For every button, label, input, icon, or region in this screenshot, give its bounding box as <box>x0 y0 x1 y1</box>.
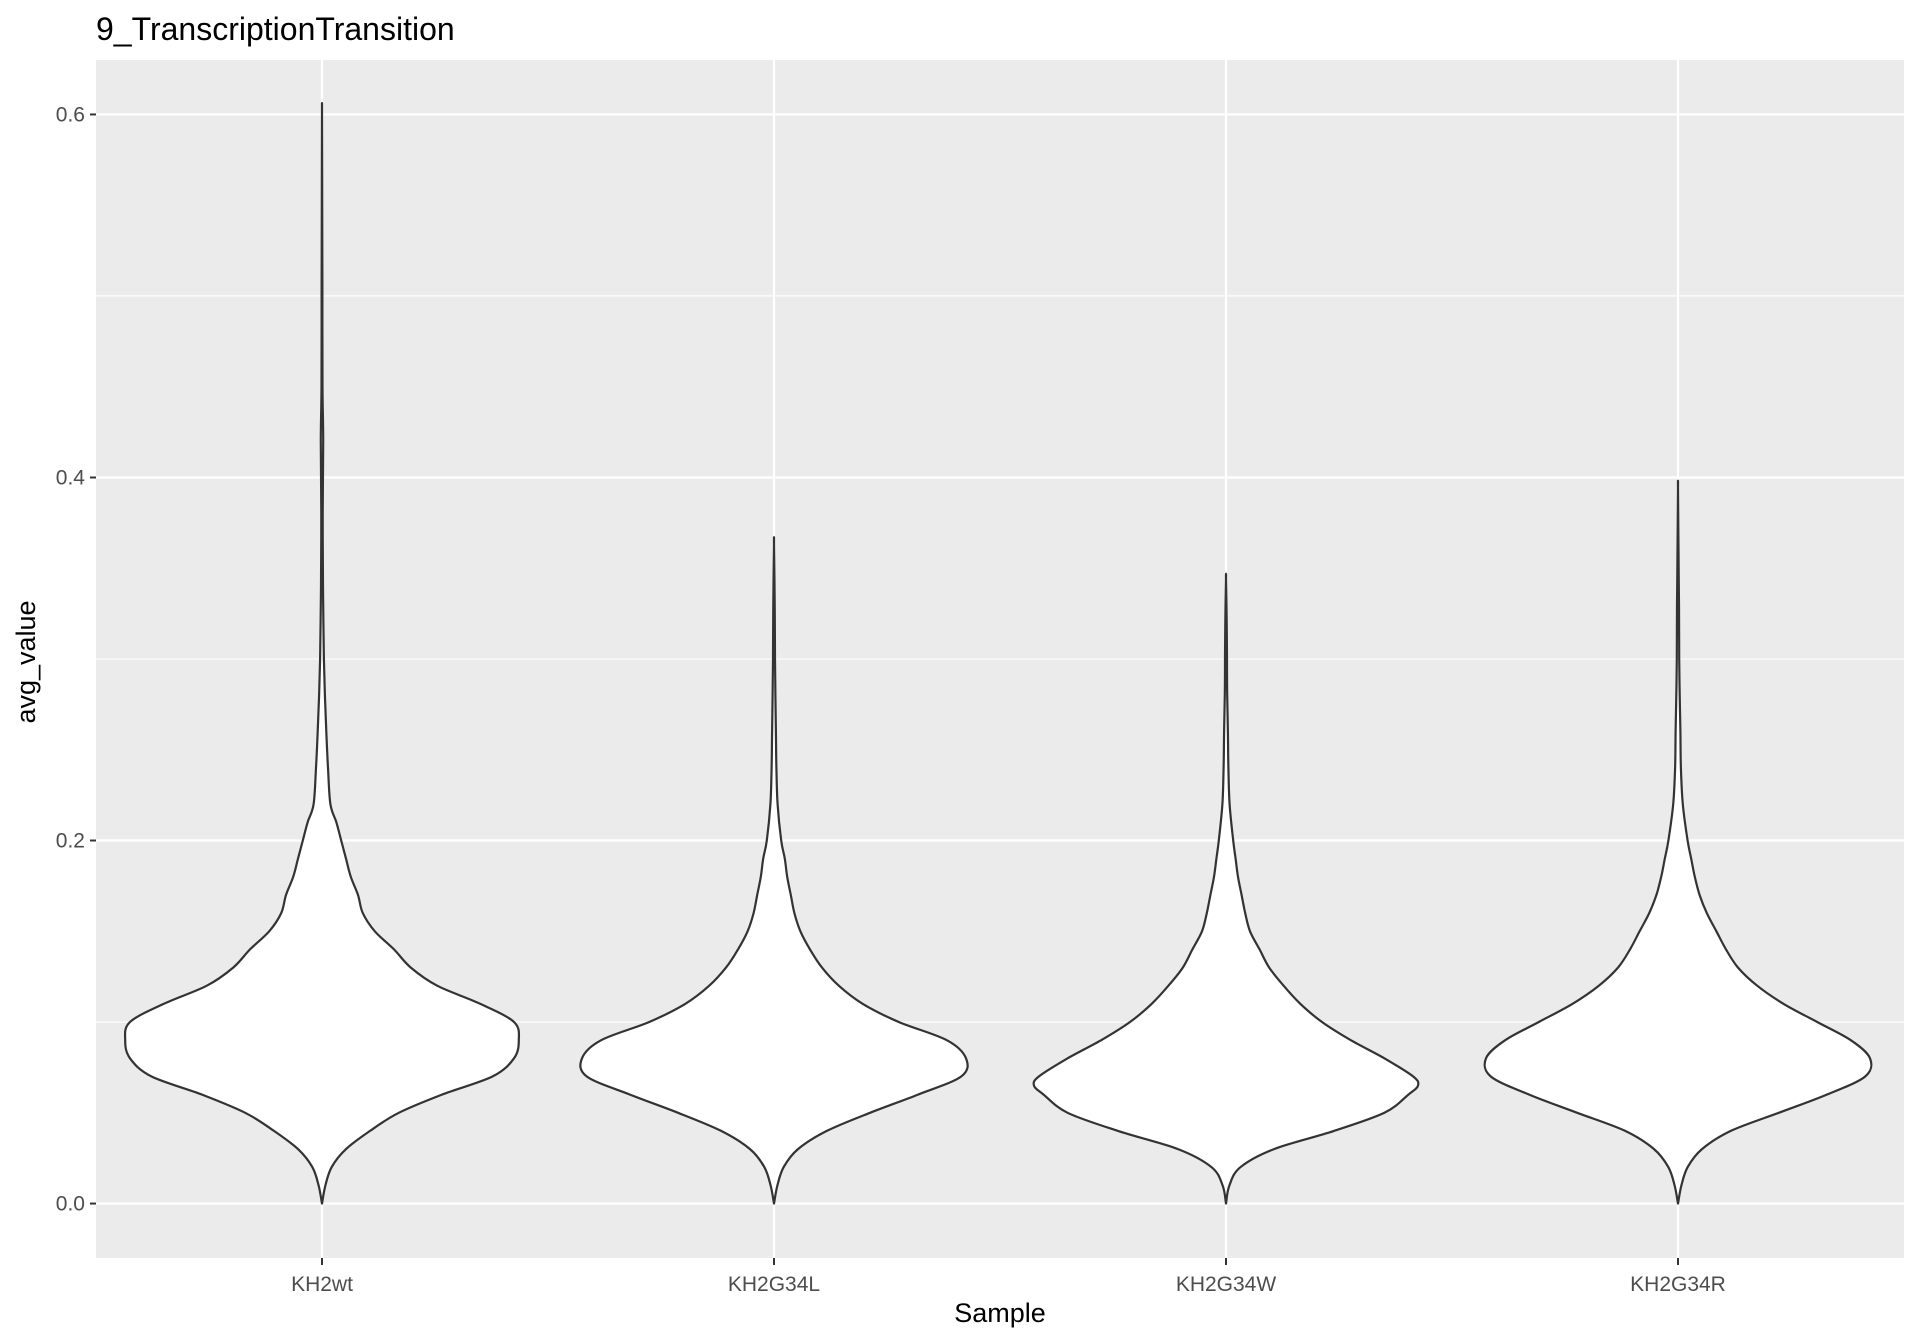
violin-KH2G34W <box>1032 572 1420 1205</box>
y-axis-title: avg_value <box>11 600 41 723</box>
violin-KH2G34R <box>1483 479 1873 1205</box>
y-tick-label: 0.2 <box>56 830 85 853</box>
violin-KH2G34L <box>579 536 969 1205</box>
x-tick-label: KH2G34L <box>728 1273 820 1296</box>
violin-layer <box>123 102 1873 1205</box>
y-axis: 0.0 0.2 0.4 0.6 <box>56 103 96 1216</box>
y-tick-label: 0.0 <box>56 1193 85 1216</box>
x-tick-label: KH2G34R <box>1630 1273 1726 1296</box>
y-tick-label: 0.6 <box>56 103 85 126</box>
violin-KH2wt <box>123 102 521 1205</box>
y-tick-label: 0.4 <box>56 466 86 489</box>
x-tick-label: KH2G34W <box>1176 1273 1277 1296</box>
chart-title: 9_TranscriptionTransition <box>96 11 455 47</box>
x-axis: KH2wt KH2G34L KH2G34W KH2G34R <box>291 1258 1726 1296</box>
x-axis-title: Sample <box>954 1298 1046 1328</box>
x-tick-label: KH2wt <box>291 1273 353 1296</box>
